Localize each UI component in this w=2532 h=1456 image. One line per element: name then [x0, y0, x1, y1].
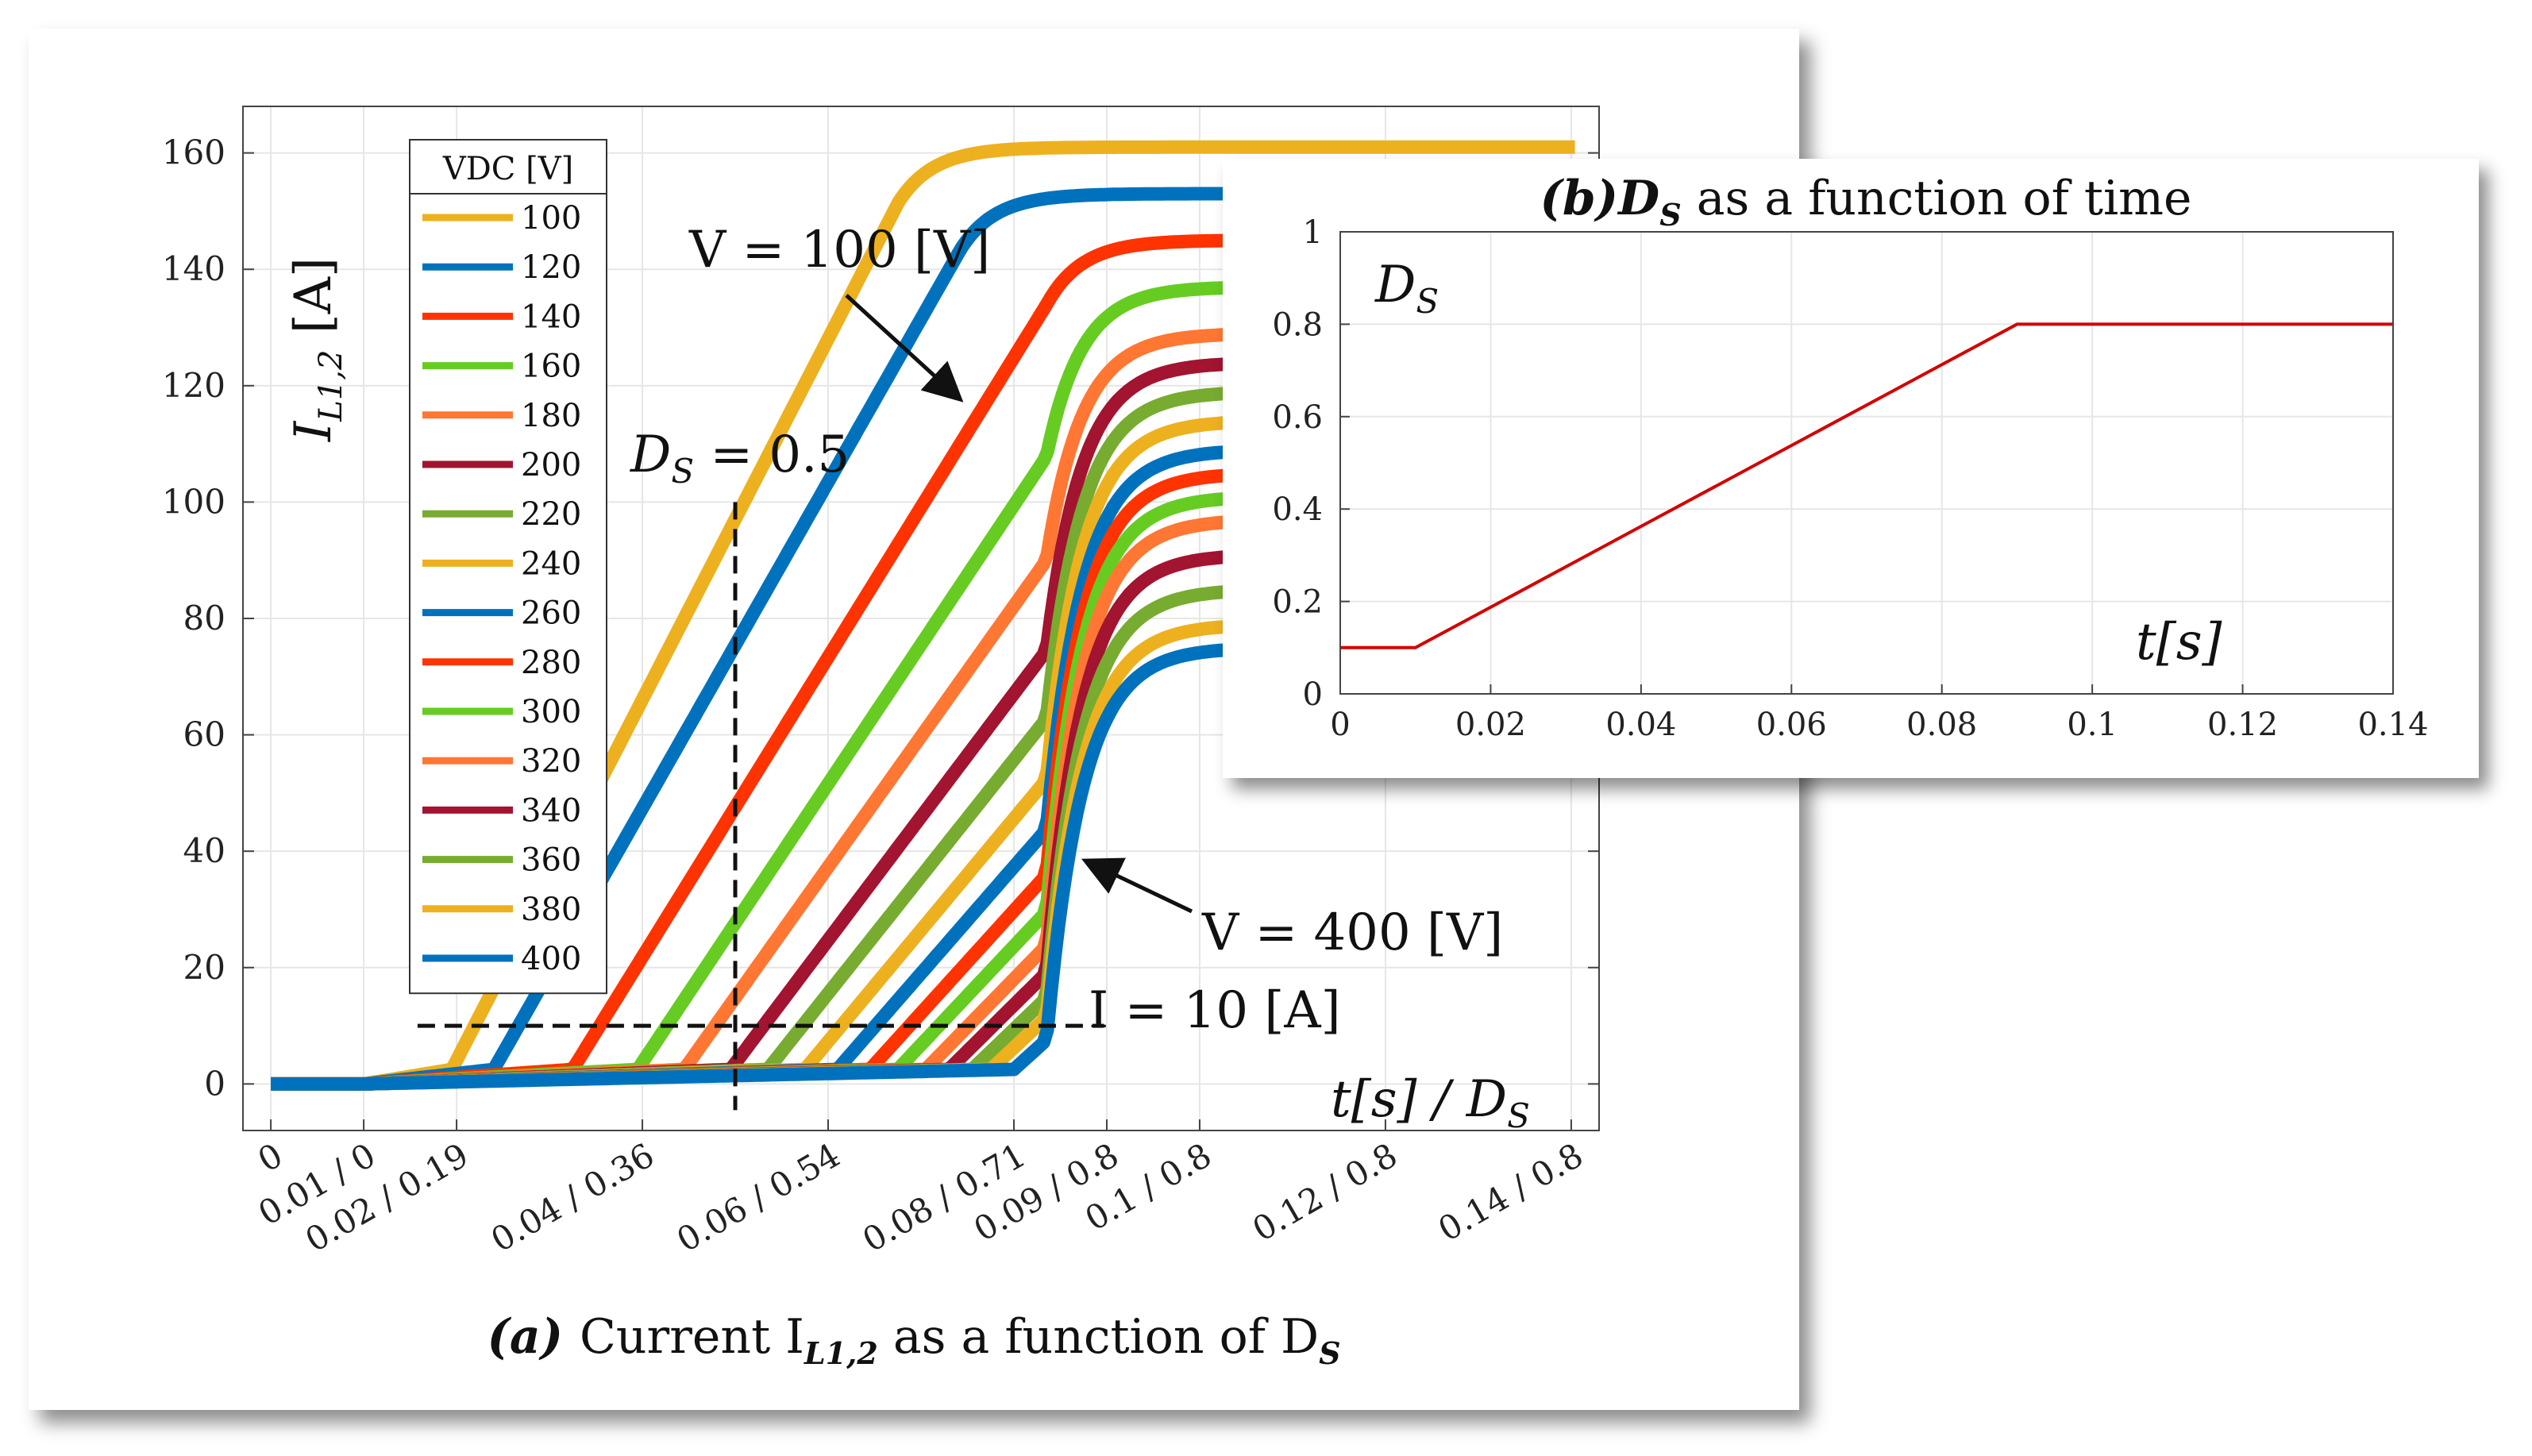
a-v100-arrow — [845, 294, 964, 403]
a-v100-label: V = 100 [V] — [688, 221, 990, 279]
a-legend-label-340: 340 — [521, 792, 581, 829]
a-i10-label: I = 10 [A] — [1089, 981, 1341, 1040]
chart-b-svg: 0 0.02 0.04 0.06 0.08 0.1 0.12 0.14 0 0.2 0.4 0.6 0.… — [1272, 171, 2428, 743]
a-xlabel-main: t[s] / D — [1331, 1070, 1507, 1129]
a-ytick-label-2: 40 — [183, 831, 225, 870]
a-ytick-label-7: 140 — [162, 249, 225, 288]
a-caption-text: Current I — [580, 1309, 804, 1365]
a-legend-label-120: 120 — [521, 249, 581, 286]
a-legend-label-260: 260 — [521, 595, 581, 632]
b-ylabel-sub: S — [1416, 282, 1439, 321]
a-legend-label-160: 160 — [521, 349, 581, 385]
a-xtick-label-3: 0.04 / 0.36 — [484, 1135, 661, 1259]
a-legend-title: VDC [V] — [442, 151, 573, 187]
b-series-line-0 — [1340, 322, 2393, 649]
a-ds-label-sub: S — [671, 452, 694, 491]
b-title-sub: S — [1659, 197, 1681, 233]
a-legend-label-240: 240 — [521, 545, 581, 582]
b-xlabel: t[s] — [2136, 613, 2223, 672]
b-ylabel-main: D — [1374, 256, 1416, 314]
chart-a-labels: IL1,2 [A]t[s] / DS(a) Current IL1,2 as a… — [284, 257, 1530, 1371]
b-ytick-label-5: 1 — [1303, 214, 1323, 251]
b-xtick-label-3: 0.06 — [1756, 707, 1827, 743]
a-legend-label-220: 220 — [521, 496, 581, 533]
a-ytick-label-6: 120 — [162, 366, 225, 405]
a-caption-suffix: as a function of D — [878, 1309, 1319, 1365]
a-caption-sub: L1,2 — [804, 1335, 878, 1371]
a-legend-label-100: 100 — [521, 200, 581, 237]
b-title-main: D — [1617, 171, 1659, 226]
chart-panel-b: 0 0.02 0.04 0.06 0.08 0.1 0.12 0.14 0 0.2 0.4 0.6 0.… — [1223, 159, 2479, 778]
a-ds-label: DS = 0.5 — [630, 426, 850, 491]
a-v400-arrow — [1081, 857, 1193, 914]
b-xtick-label-4: 0.08 — [1906, 707, 1977, 743]
a-legend-label-200: 200 — [521, 447, 581, 483]
b-ytick-label-3: 0.6 — [1272, 399, 1323, 436]
b-xtick-label-1: 0.02 — [1455, 707, 1526, 743]
a-legend-label-300: 300 — [521, 694, 581, 730]
a-legend-label-360: 360 — [521, 842, 581, 879]
chart-b-grid — [1339, 231, 2394, 695]
a-xtick-label-9: 0.14 / 0.8 — [1432, 1135, 1590, 1249]
chart-b-series — [1340, 322, 2393, 649]
a-ytick-label-5: 100 — [162, 482, 225, 521]
b-xtick-label-5: 0.1 — [2067, 707, 2118, 743]
a-legend-label-320: 320 — [521, 743, 581, 780]
a-series-line-100 — [268, 140, 1578, 1091]
a-legend-label-400: 400 — [521, 941, 581, 977]
a-ds-label-value: = 0.5 — [694, 426, 850, 484]
a-legend-label-140: 140 — [521, 299, 581, 335]
a-ylabel: IL1,2 [A] — [284, 257, 349, 442]
a-ytick-label-8: 160 — [162, 133, 225, 172]
a-legend-label-380: 380 — [521, 892, 581, 928]
a-xtick-label-4: 0.06 / 0.54 — [670, 1135, 846, 1259]
a-xlabel: t[s] / DS — [1331, 1070, 1530, 1135]
a-legend-label-280: 280 — [521, 645, 581, 681]
a-xtick-label-8: 0.12 / 0.8 — [1246, 1135, 1404, 1249]
a-v400-label: V = 400 [V] — [1201, 903, 1503, 962]
b-title-label: (b) — [1540, 171, 1618, 226]
chart-a-legend: VDC [V] 100 120 140 160 180 200 220 240 260 280 300… — [409, 139, 607, 995]
b-title-suffix: as a function of time — [1682, 171, 2192, 226]
a-caption: (a) Current IL1,2 as a function of DS — [487, 1309, 1340, 1371]
b-xtick-label-2: 0.04 — [1605, 707, 1676, 743]
b-xtick-label-0: 0 — [1330, 707, 1350, 743]
a-ylabel-unit: [A] — [284, 257, 343, 350]
a-ytick-label-4: 80 — [183, 599, 225, 637]
a-caption-label: (a) — [487, 1309, 580, 1365]
a-legend-label-180: 180 — [521, 398, 581, 434]
b-ytick-label-2: 0.4 — [1272, 491, 1323, 528]
a-ytick-label-1: 20 — [183, 948, 225, 987]
a-xlabel-sub: S — [1507, 1096, 1530, 1135]
a-ytick-label-3: 60 — [183, 715, 225, 754]
chart-b-ticks: 0 0.02 0.04 0.06 0.08 0.1 0.12 0.14 0 0.2 0.4 0.6 0.… — [1272, 214, 2428, 743]
b-ytick-label-1: 0.2 — [1272, 584, 1323, 621]
a-ytick-label-0: 0 — [204, 1064, 225, 1103]
chart-b-plot-frame — [1339, 231, 2394, 695]
b-xtick-label-7: 0.14 — [2357, 707, 2428, 743]
b-ytick-label-0: 0 — [1303, 676, 1323, 713]
a-ylabel-main: I — [284, 420, 343, 442]
b-ytick-label-4: 0.8 — [1272, 306, 1323, 343]
b-title: (b)DS as a function of time — [1540, 171, 2191, 233]
b-xtick-label-6: 0.12 — [2207, 707, 2278, 743]
a-caption-suffix-sub: S — [1319, 1335, 1340, 1371]
a-ylabel-sub: L1,2 — [313, 350, 349, 422]
a-ds-label-main: D — [630, 426, 671, 484]
chart-a-annotations: V = 100 [V]V = 400 [V]DS = 0.5I = 10 [A] — [417, 221, 1503, 1111]
b-ylabel: DS — [1374, 256, 1439, 321]
a-xtick-label-0: 0 — [251, 1135, 289, 1180]
